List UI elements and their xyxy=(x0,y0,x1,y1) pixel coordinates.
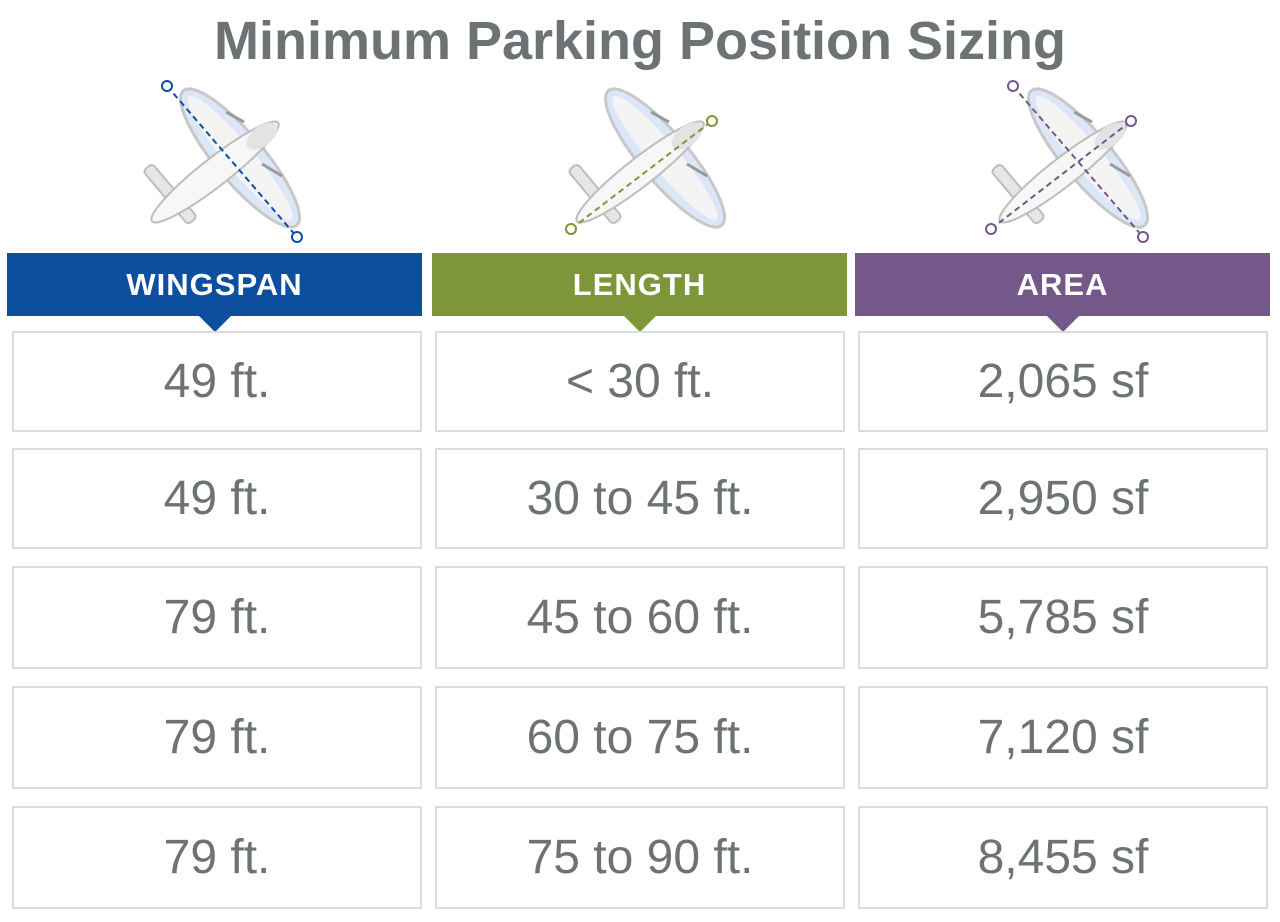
table-cell: 30 to 45 ft. xyxy=(435,448,845,549)
table-cell: 2,065 sf xyxy=(858,331,1268,432)
table-cell: < 30 ft. xyxy=(435,331,845,432)
plane-icons xyxy=(141,73,1165,243)
column-header: AREA xyxy=(855,253,1270,332)
column-header: LENGTH xyxy=(432,253,847,332)
table-cell: 60 to 75 ft. xyxy=(435,686,845,789)
table-cell: 49 ft. xyxy=(12,331,422,432)
table-cell: 49 ft. xyxy=(12,448,422,549)
table-cell: 45 to 60 ft. xyxy=(435,566,845,669)
header-pointer xyxy=(198,316,231,332)
table-cell: 5,785 sf xyxy=(858,566,1268,669)
table-cell: 7,120 sf xyxy=(858,686,1268,789)
table-cell: 2,950 sf xyxy=(858,448,1268,549)
table-cell: 79 ft. xyxy=(12,686,422,789)
table-cell: 79 ft. xyxy=(12,806,422,909)
table-cell: 75 to 90 ft. xyxy=(435,806,845,909)
header-pointer xyxy=(623,316,656,332)
table-cell: 79 ft. xyxy=(12,566,422,669)
header-pointer xyxy=(1046,316,1079,332)
title: Minimum Parking Position Sizing xyxy=(213,11,1067,71)
column-header: WINGSPAN xyxy=(7,253,422,332)
table-cell: 8,455 sf xyxy=(858,806,1268,909)
